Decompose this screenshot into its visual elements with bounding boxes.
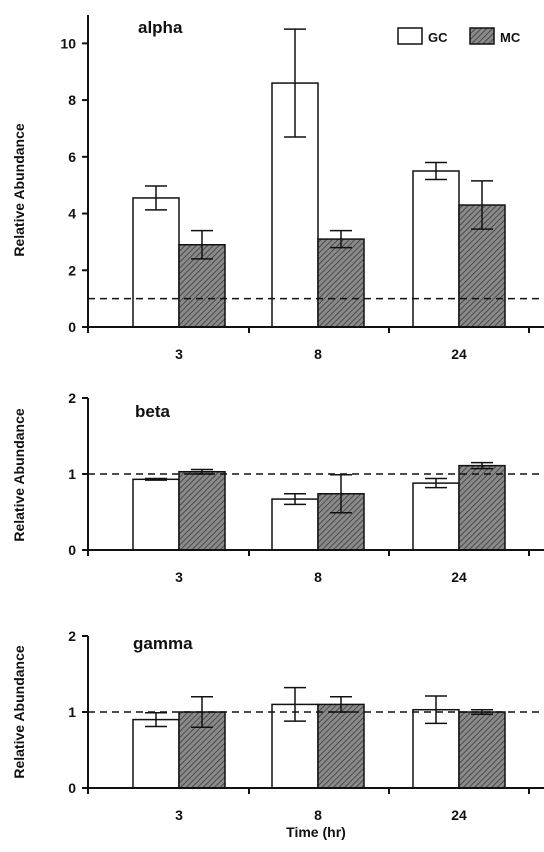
- bar-mc-24h: [458, 711, 506, 789]
- y-tick-label: 2: [68, 628, 76, 644]
- y-tick-label: 0: [68, 542, 76, 558]
- x-tick-label: 8: [314, 807, 322, 823]
- plot-beta: 0 1 2 3 8 24: [68, 390, 544, 585]
- error-bar-mc-3h: [191, 229, 213, 260]
- y-tick-label: 2: [68, 262, 76, 278]
- bar-mc-8h: [317, 238, 365, 328]
- panel-beta: beta Relative Abundance 0 1 2 3 8 24: [11, 390, 544, 585]
- x-tick-label: 24: [451, 807, 467, 823]
- bar-gc-8h: [271, 498, 319, 551]
- y-tick-label: 2: [68, 390, 76, 406]
- bar-mc-3h: [178, 470, 226, 551]
- bar-gc-24h: [412, 482, 460, 551]
- panel-title-alpha: alpha: [138, 18, 183, 37]
- y-axis-label-alpha: Relative Abundance: [11, 123, 27, 257]
- bar-mc-24h: [458, 464, 506, 551]
- error-bar-mc-8h: [330, 474, 352, 514]
- y-tick-label: 1: [68, 704, 76, 720]
- y-axis-label-beta: Relative Abundance: [11, 408, 27, 542]
- x-tick-label: 8: [314, 569, 322, 585]
- legend-label-gc: GC: [428, 30, 448, 45]
- y-tick-label: 10: [60, 35, 76, 51]
- y-tick-label: 8: [68, 92, 76, 108]
- panel-title-beta: beta: [135, 402, 171, 421]
- error-bar-gc-3h: [145, 477, 167, 481]
- panel-gamma: gamma Relative Abundance 0 1 2 3 8 24 Time (h…: [11, 628, 544, 840]
- y-tick-label: 0: [68, 780, 76, 796]
- legend: GC MC: [397, 27, 521, 45]
- legend-swatch-gc: [397, 27, 423, 45]
- y-axis-label-gamma: Relative Abundance: [11, 645, 27, 779]
- error-bar-mc-24h: [471, 180, 493, 230]
- error-bar-gc-8h: [284, 28, 306, 138]
- error-bar-gc-24h: [425, 477, 447, 489]
- y-tick-label: 6: [68, 149, 76, 165]
- panel-title-gamma: gamma: [133, 634, 193, 653]
- y-tick-label: 1: [68, 466, 76, 482]
- bar-gc-3h: [132, 478, 180, 551]
- error-bar-mc-24h: [471, 708, 493, 716]
- error-bar-gc-3h: [145, 712, 167, 728]
- bar-gc-3h: [132, 197, 180, 328]
- bar-mc-8h: [317, 703, 365, 789]
- x-tick-label: 24: [451, 569, 467, 585]
- plot-gamma: 0 1 2 3 8 24: [68, 628, 544, 823]
- x-axis-label: Time (hr): [286, 824, 346, 840]
- x-tick-label: 8: [314, 346, 322, 362]
- error-bar-mc-8h: [330, 229, 352, 249]
- error-bar-gc-8h: [284, 686, 306, 722]
- x-tick-label: 3: [175, 807, 183, 823]
- legend-swatch-mc: [469, 27, 495, 45]
- bar-gc-24h: [412, 170, 460, 328]
- x-tick-label: 3: [175, 346, 183, 362]
- error-bar-gc-24h: [425, 695, 447, 725]
- y-tick-label: 4: [68, 206, 76, 222]
- legend-label-mc: MC: [500, 30, 521, 45]
- bar-gc-3h: [132, 718, 180, 789]
- x-tick-label: 3: [175, 569, 183, 585]
- y-tick-label: 0: [68, 319, 76, 335]
- x-tick-label: 24: [451, 346, 467, 362]
- error-bar-gc-8h: [284, 493, 306, 506]
- error-bar-gc-24h: [425, 161, 447, 181]
- error-bar-mc-24h: [471, 461, 493, 470]
- error-bar-gc-3h: [145, 185, 167, 211]
